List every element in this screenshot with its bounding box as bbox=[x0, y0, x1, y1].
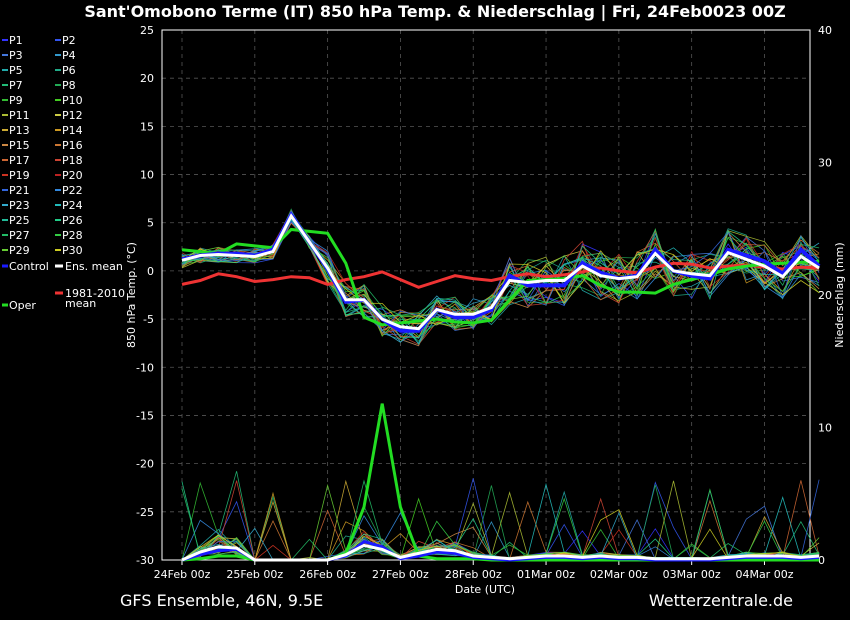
y-tick-label: -10 bbox=[136, 361, 154, 374]
y-tick-label: 15 bbox=[140, 120, 154, 133]
gridlines bbox=[162, 30, 810, 560]
y-tick-label: 25 bbox=[140, 24, 154, 37]
x-tick-label: 26Feb 00z bbox=[299, 568, 356, 581]
legend-label: P4 bbox=[62, 49, 76, 62]
y2-tick-label: 40 bbox=[818, 24, 832, 37]
y2-tick-label: 30 bbox=[818, 157, 832, 170]
legend-label: P26 bbox=[62, 214, 83, 227]
chart-title: Sant'Omobono Terme (IT) 850 hPa Temp. & … bbox=[84, 2, 785, 22]
climate-mean-line bbox=[181, 261, 820, 289]
legend-label: P24 bbox=[62, 199, 83, 212]
footer-model: GFS Ensemble, 46N, 9.5E bbox=[120, 591, 323, 610]
x-axis-ticks: 24Feb 00z 25Feb 00z 26Feb 00z 27Feb 00z 28Fe… bbox=[154, 560, 794, 581]
legend-label: P17 bbox=[9, 154, 30, 167]
legend-label: P20 bbox=[62, 169, 83, 182]
legend-label: P6 bbox=[62, 64, 76, 77]
y-tick-label: 5 bbox=[147, 217, 154, 230]
x-tick-label: 24Feb 00z bbox=[154, 568, 211, 581]
legend-label: P14 bbox=[62, 124, 83, 137]
x-tick-label: 25Feb 00z bbox=[226, 568, 283, 581]
legend-label: P5 bbox=[9, 64, 23, 77]
y-tick-label: -30 bbox=[136, 554, 154, 567]
ens-mean-temp-line bbox=[181, 213, 820, 331]
y-tick-label: -5 bbox=[143, 313, 154, 326]
y-tick-label: 20 bbox=[140, 72, 154, 85]
y-tick-label: 0 bbox=[147, 265, 154, 278]
y-tick-label: -20 bbox=[136, 458, 154, 471]
legend-label: P8 bbox=[62, 79, 76, 92]
x-axis-label: Date (UTC) bbox=[455, 583, 515, 596]
legend-label: P22 bbox=[62, 184, 83, 197]
legend-label: P15 bbox=[9, 139, 30, 152]
legend-label: P1 bbox=[9, 34, 23, 47]
y2-tick-label: 0 bbox=[818, 554, 825, 567]
x-tick-label: 27Feb 00z bbox=[372, 568, 429, 581]
y-tick-label: -15 bbox=[136, 409, 154, 422]
legend-label: P7 bbox=[9, 79, 23, 92]
y-axis-label: 850 hPa Temp. (°C) bbox=[125, 242, 138, 348]
legend-label: P25 bbox=[9, 214, 30, 227]
legend-label: P27 bbox=[9, 229, 30, 242]
x-tick-label: 03Mar 00z bbox=[663, 568, 721, 581]
legend-label: P3 bbox=[9, 49, 23, 62]
x-tick-label: 02Mar 00z bbox=[590, 568, 648, 581]
y-tick-label: 10 bbox=[140, 169, 154, 182]
legend-label: P10 bbox=[62, 94, 83, 107]
x-tick-label: 01Mar 00z bbox=[517, 568, 575, 581]
y-axis-ticks: 25 20 15 10 5 0 -5 -10 -15 -20 -25 -30 bbox=[136, 24, 154, 567]
legend-label: Ens. mean bbox=[65, 260, 123, 273]
legend-label: P23 bbox=[9, 199, 30, 212]
legend-label: P16 bbox=[62, 139, 83, 152]
ens-mean-precip-line bbox=[181, 543, 820, 562]
legend-label: mean bbox=[65, 297, 96, 310]
legend-label: P11 bbox=[9, 109, 30, 122]
y2-tick-label: 10 bbox=[818, 422, 832, 435]
y2-tick-label: 20 bbox=[818, 289, 832, 302]
x-tick-label: 04Mar 00z bbox=[735, 568, 793, 581]
legend-label: P2 bbox=[62, 34, 76, 47]
legend-label: P19 bbox=[9, 169, 30, 182]
legend-label: P18 bbox=[62, 154, 83, 167]
legend-label: 1981-2010 bbox=[65, 287, 125, 300]
member-temp-line bbox=[181, 222, 820, 338]
legend-label: Oper bbox=[9, 299, 36, 312]
legend-label: P29 bbox=[9, 244, 30, 257]
x-tick-label: 28Feb 00z bbox=[445, 568, 502, 581]
footer-site: Wetterzentrale.de bbox=[649, 591, 793, 610]
legend: P1 P2 P3 P4 P5 P6 P7 P8 P9 P10 P11 P12 P13 P14 P15 P16 P… bbox=[2, 34, 125, 312]
y2-axis-ticks: 40 30 20 10 0 bbox=[818, 24, 832, 567]
legend-label: Control bbox=[9, 260, 49, 273]
legend-label: P30 bbox=[62, 244, 83, 257]
legend-label: P28 bbox=[62, 229, 83, 242]
main-series bbox=[181, 211, 821, 562]
legend-label: P9 bbox=[9, 94, 23, 107]
legend-label: P13 bbox=[9, 124, 30, 137]
y2-axis-label: Niederschlag (mm) bbox=[833, 242, 846, 347]
y-tick-label: -25 bbox=[136, 506, 154, 519]
legend-label: P21 bbox=[9, 184, 30, 197]
legend-label: P12 bbox=[62, 109, 83, 122]
